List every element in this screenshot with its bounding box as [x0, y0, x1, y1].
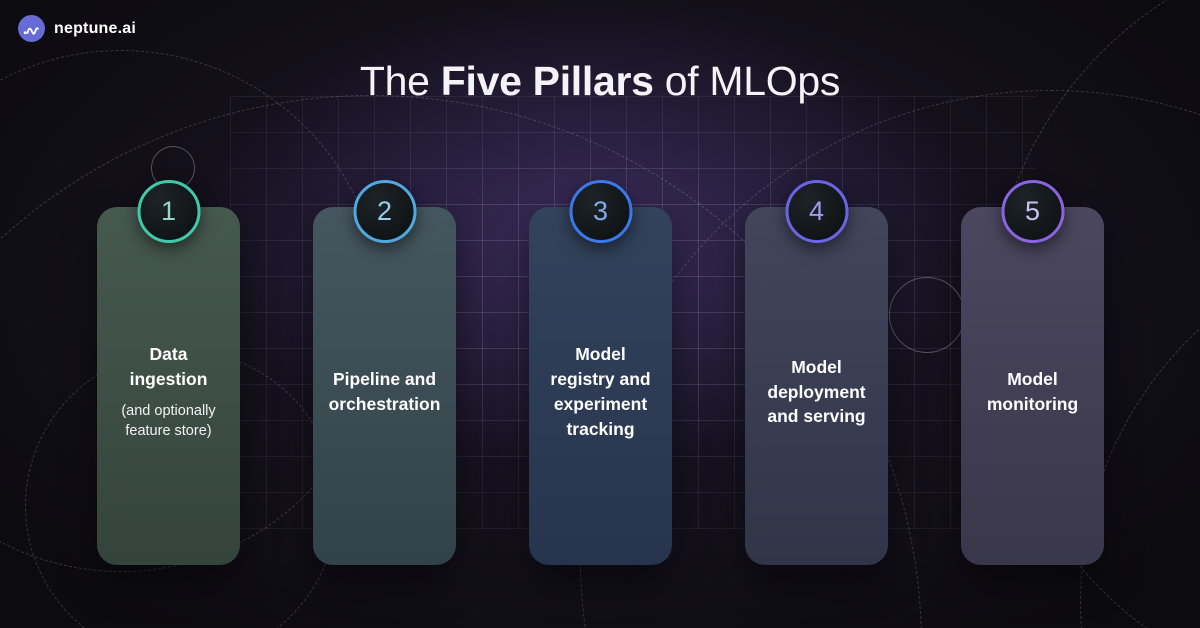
pillar-body: Data ingestion (and optionally feature s…: [97, 207, 240, 565]
brand-name: neptune.ai: [54, 19, 137, 37]
pillar-heading: Model deployment and serving: [767, 355, 865, 430]
pillar-number: 4: [808, 196, 825, 226]
pillar-number: 1: [160, 196, 177, 226]
pillar-number: 5: [1024, 196, 1041, 226]
pillar-card-pipeline-orchestration: 2 Pipeline and orchestration: [313, 180, 456, 565]
pillar-number-badge: 1: [137, 180, 200, 243]
heading-line: experiment: [553, 394, 648, 414]
title-prefix: The: [359, 58, 441, 104]
pillar-card-model-registry-experiment-tracking: 3 Model registry and experiment tracking: [529, 180, 672, 565]
heading-line: tracking: [566, 418, 635, 439]
heading-line: Pipeline and: [332, 369, 437, 390]
pillar-card-model-deployment-serving: 4 Model deployment and serving: [745, 180, 888, 565]
pillar-number-badge: 2: [353, 180, 416, 243]
heading-line: Data: [149, 344, 188, 365]
page-title: The Five Pillars of MLOps: [0, 58, 1200, 105]
heading-line: deployment: [767, 381, 866, 402]
title-highlight: Five Pillars: [440, 58, 654, 104]
pillar-body: Model deployment and serving: [745, 207, 888, 565]
title-suffix: of MLOps: [653, 58, 841, 104]
heading-line: registry and: [550, 369, 651, 390]
heading-line: Model: [1007, 369, 1058, 390]
heading-line: Model: [791, 356, 842, 377]
pillar-number-badge: 3: [569, 180, 632, 243]
pillar-body: Model registry and experiment tracking: [529, 207, 672, 565]
heading-line: and serving: [767, 406, 866, 427]
subheading-line: (and optionally: [121, 402, 216, 419]
pillar-number-badge: 5: [1001, 180, 1064, 243]
heading-line: orchestration: [328, 394, 441, 414]
neptune-wave-icon: [18, 15, 45, 42]
neptune-logo: neptune.ai: [18, 15, 136, 42]
pillar-card-model-monitoring: 5 Model monitoring: [961, 180, 1104, 565]
subheading-line: feature store): [125, 423, 212, 440]
pillar-subheading: (and optionally feature store): [121, 401, 215, 442]
pillar-heading: Model monitoring: [987, 367, 1078, 417]
pillar-card-data-ingestion: 1 Data ingestion (and optionally feature…: [97, 180, 240, 565]
pillar-number-badge: 4: [785, 180, 848, 243]
heading-line: ingestion: [129, 368, 208, 389]
pillar-heading: Data ingestion: [130, 342, 208, 392]
heading-line: Model: [575, 344, 626, 365]
pillar-number: 2: [376, 196, 393, 226]
pillar-number: 3: [592, 196, 609, 226]
pillar-heading: Model registry and experiment tracking: [550, 342, 650, 441]
pillar-body: Model monitoring: [961, 207, 1104, 565]
pillar-heading: Pipeline and orchestration: [329, 367, 441, 417]
heading-line: monitoring: [986, 394, 1079, 414]
pillar-body: Pipeline and orchestration: [313, 207, 456, 565]
